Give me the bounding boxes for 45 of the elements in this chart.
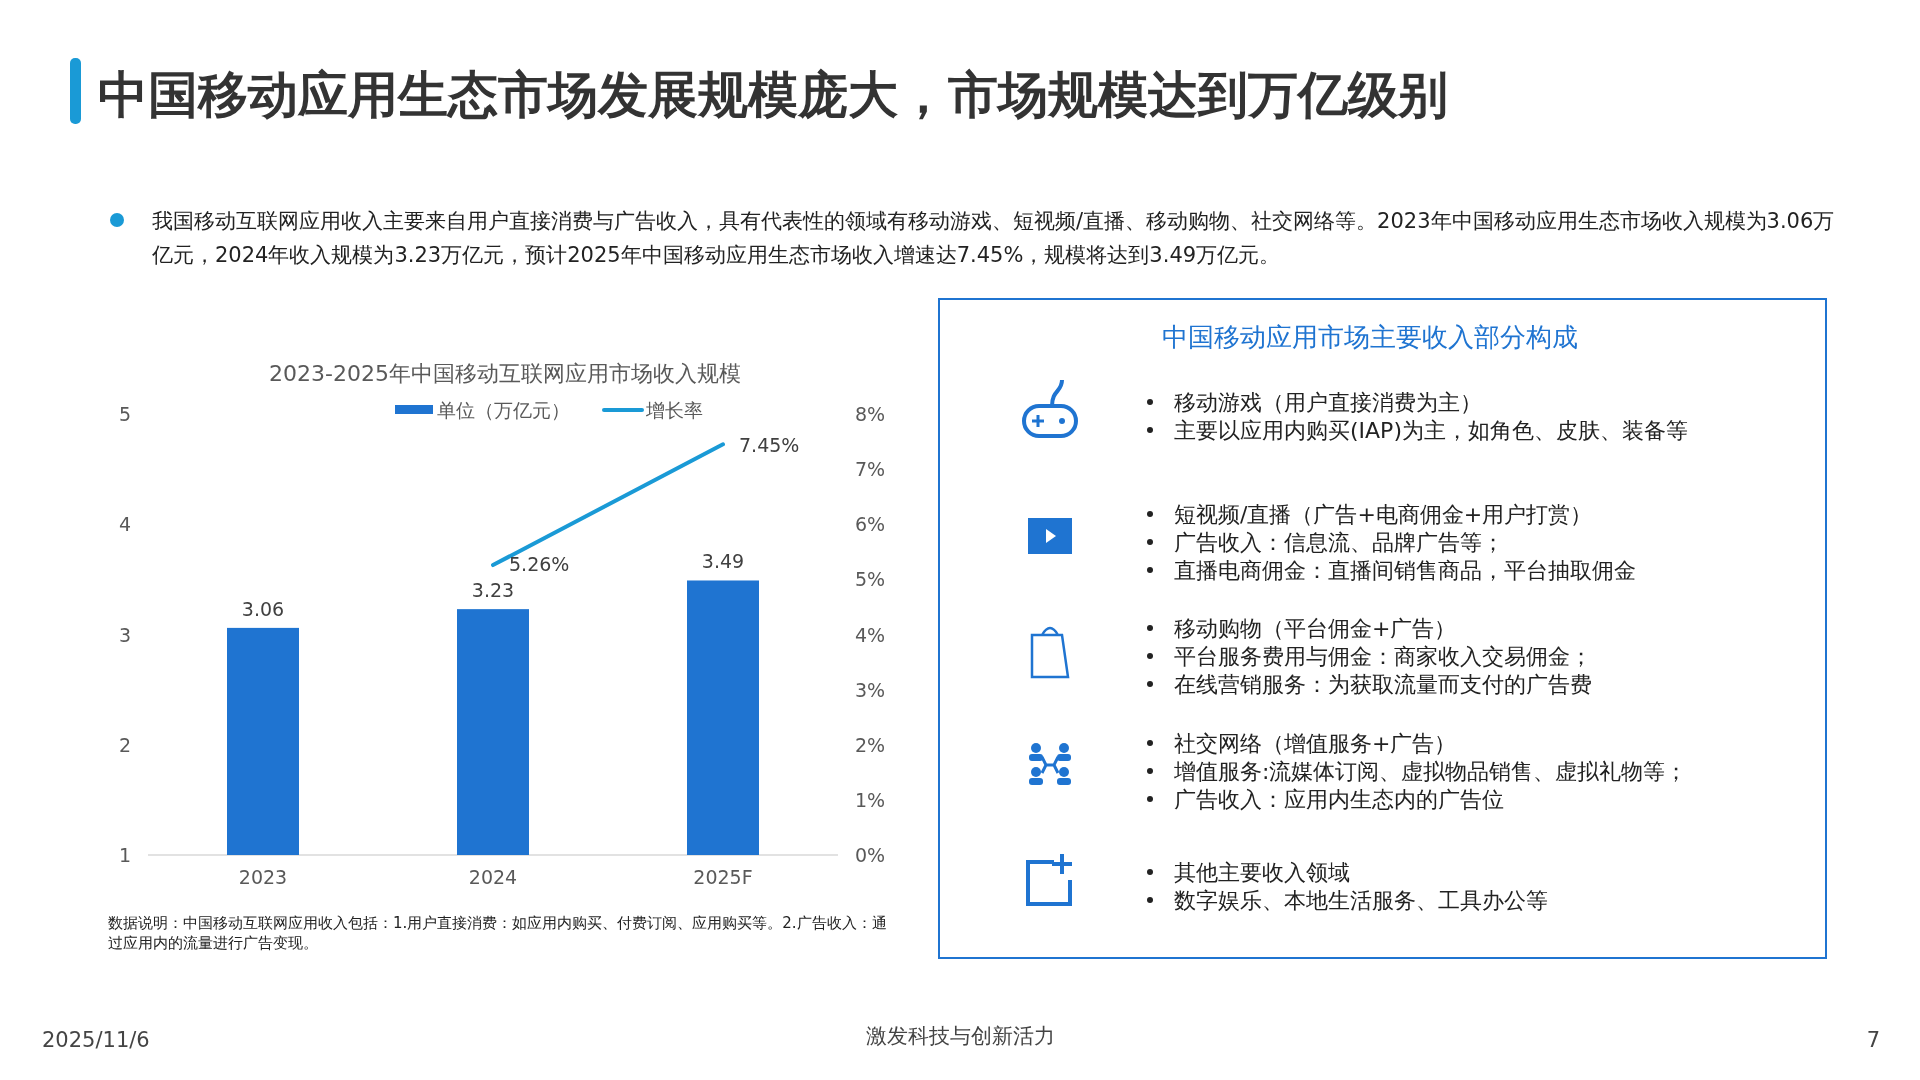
text: 激发科技与创新活力 [865,1024,1055,1048]
text: 我国移动互联网应用收入主要来自用户直接消费与广告收入，具有代表性的领域有移动游戏、短视频/直播、移动购物、社交网络等。2023年中国移动应用生态市场收入规模为3.06万亿元，2024年收入规模为3.23万亿元，预计2025年中国移动应用生态市场收入增速达7.45%，规模将达到3.49万亿元。 [151,209,1835,267]
data-label: 3.49 [701,550,745,573]
y2-tick-label: 2% [854,733,886,756]
text: 其他主要收入领域 [1174,860,1350,885]
text: 平台服务费用与佣金：商家收入交易佣金； [1174,644,1592,669]
text: 增值服务:流媒体订阅、虚拟物品销售、虚拟礼物等； [1173,759,1688,784]
text: 7 [1866,1028,1880,1052]
y2-tick-label: 8% [854,403,886,425]
y2-tick-label: 4% [854,623,886,646]
x-tick-label: 2024 [468,866,518,888]
y-tick-label: 1 [118,844,132,866]
y2-tick-label: 3% [854,678,886,701]
legend-label: 单位（万亿元） [437,399,570,421]
y-tick-label: 4 [118,513,132,536]
text: 在线营销服务：为获取流量而支付的广告费 [1174,672,1592,697]
text: 2025/11/6 [42,1028,150,1052]
text: 主要以应用内购买(IAP)为主，如角色、皮肤、装备等 [1174,418,1688,443]
text: 中国移动应用市场主要收入部分构成 [1162,322,1578,352]
data-label: 3.23 [471,579,515,602]
y-tick-label: 3 [118,623,132,646]
text: 广告收入：信息流、品牌广告等； [1174,530,1504,555]
chart-title: 2023-2025年中国移动互联网应用市场收入规模 [269,361,741,386]
y2-tick-label: 5% [854,568,886,591]
legend-label: 增长率 [645,399,703,421]
data-label: 7.45% [739,434,800,457]
text: 数字娱乐、本地生活服务、工具办公等 [1174,888,1548,913]
x-tick-label: 2023 [238,866,288,888]
y2-tick-label: 0% [854,844,886,866]
data-label: 3.06 [241,597,285,620]
y-tick-label: 2 [118,733,132,756]
text: 数据说明：中国移动互联网应用收入包括：1.用户直接消费：如应用内购买、付费订阅、应用购买等。2.广告收入：通过应用内的流量进行广告变现。 [108,914,887,952]
text: 移动游戏（用户直接消费为主） [1174,390,1482,415]
text: 中国移动应用生态市场发展规模庞大，市场规模达到万亿级别 [98,66,1448,124]
x-tick-label: 2025F [693,866,753,888]
text: 移动购物（平台佣金+广告） [1174,616,1457,641]
text: 广告收入：应用内生态内的广告位 [1174,787,1504,812]
data-label: 5.26% [509,553,570,576]
y2-tick-label: 7% [854,458,886,481]
y2-tick-label: 6% [854,513,886,536]
y-tick-label: 5 [118,403,132,425]
text: 社交网络（增值服务+广告） [1174,731,1457,756]
y2-tick-label: 1% [854,788,886,811]
text: 短视频/直播（广告+电商佣金+用户打赏） [1174,502,1593,527]
text: 直播电商佣金：直播间销售商品，平台抽取佣金 [1174,558,1636,583]
